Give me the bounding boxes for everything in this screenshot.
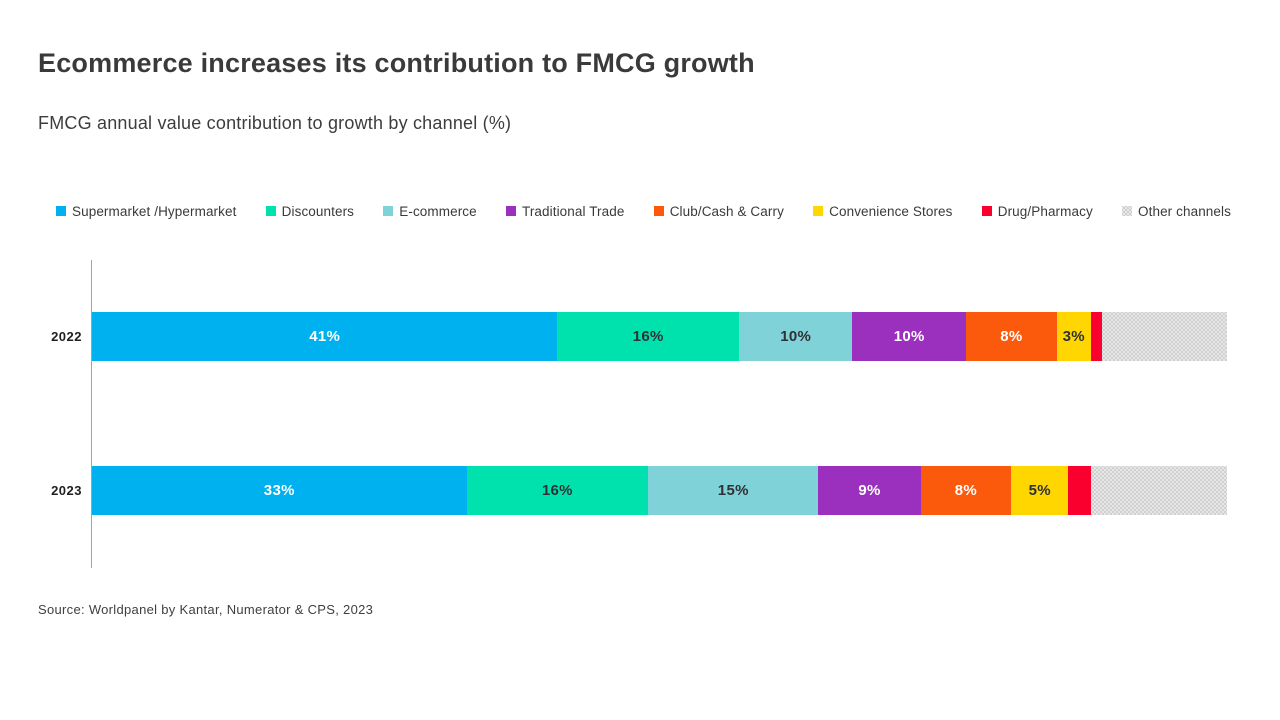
bar-segment: 9%: [818, 466, 921, 515]
bar-segment-label: 8%: [1000, 328, 1023, 345]
legend-item: Drug/Pharmacy: [981, 203, 1093, 219]
legend-item: Club/Cash & Carry: [653, 203, 784, 219]
legend-swatch-icon: [265, 206, 276, 216]
legend-item: Discounters: [265, 203, 355, 219]
y-axis-line: [91, 260, 92, 568]
legend-item: Supermarket /Hypermarket: [56, 204, 236, 219]
axis-category-label: 2022: [51, 329, 82, 344]
legend: Supermarket /Hypermarket Discounters E-com…: [56, 202, 1231, 220]
legend-swatch-icon: [383, 206, 394, 216]
bar-segment-label: 15%: [717, 482, 749, 499]
bar-segment: 8%: [965, 312, 1057, 361]
bar-segment-label: 5%: [1028, 482, 1051, 499]
legend-swatch-icon: [653, 206, 664, 216]
source-note: Source: Worldpanel by Kantar, Numerator …: [38, 602, 374, 617]
legend-swatch-icon: [813, 206, 824, 216]
bar-segment-label: 10%: [893, 328, 925, 345]
bar-segment: 16%: [466, 466, 649, 515]
legend-label: Discounters: [281, 203, 355, 219]
bar-segment: 10%: [852, 312, 966, 361]
legend-label: Other channels: [1138, 203, 1231, 219]
bar-segment: 3%: [1056, 312, 1091, 361]
legend-swatch-icon: [56, 206, 66, 216]
legend-label: Traditional Trade: [521, 203, 625, 219]
legend-item: Other channels: [1122, 204, 1231, 219]
legend-label: Supermarket /Hypermarket: [72, 203, 237, 219]
axis-category-label: 2023: [51, 483, 82, 498]
legend-swatch-icon: [981, 206, 992, 216]
legend-swatch-icon: [1122, 206, 1133, 216]
bar-segment-label: 9%: [858, 482, 881, 499]
legend-label: Convenience Stores: [829, 203, 953, 219]
bar-segment-label: 41%: [309, 328, 341, 345]
chart-subtitle: FMCG annual value contribution to growth…: [38, 113, 512, 133]
bar-segment-label: 8%: [954, 482, 978, 499]
legend-label: Club/Cash & Carry: [669, 203, 784, 219]
bar-segment: 15%: [648, 466, 819, 515]
legend-swatch-icon: [505, 206, 516, 216]
bar-segment-label: 10%: [780, 328, 812, 345]
bar-segment: 8%: [920, 466, 1012, 515]
bar-segment: 41%: [92, 312, 558, 361]
page-title: Ecommerce increases its contribution to …: [38, 48, 755, 78]
legend-item: Traditional Trade: [505, 203, 625, 219]
bar-segment: [1090, 466, 1227, 515]
bar-segment-label: 16%: [632, 328, 664, 345]
legend-label: E-commerce: [399, 203, 477, 219]
bar-segment: [1068, 466, 1091, 515]
bar-segment: 16%: [557, 312, 739, 361]
bar-segment: [1090, 312, 1103, 361]
bar-row: 33% 16% 15% 9% 8% 5%: [92, 466, 1227, 515]
bar-segment: 5%: [1011, 466, 1069, 515]
bar-segment-label: 16%: [541, 482, 573, 499]
legend-item: Convenience Stores: [813, 204, 952, 219]
bar-segment-label: 33%: [263, 482, 295, 499]
bar-segment: 33%: [92, 466, 467, 515]
legend-label: Drug/Pharmacy: [997, 203, 1093, 219]
bar-segment-label: 3%: [1062, 328, 1085, 345]
bar-segment: 10%: [738, 312, 853, 361]
legend-item: E-commerce: [383, 204, 477, 219]
bar-segment: [1102, 312, 1227, 361]
bar-row: 41% 16% 10% 10% 8% 3%: [92, 312, 1227, 361]
